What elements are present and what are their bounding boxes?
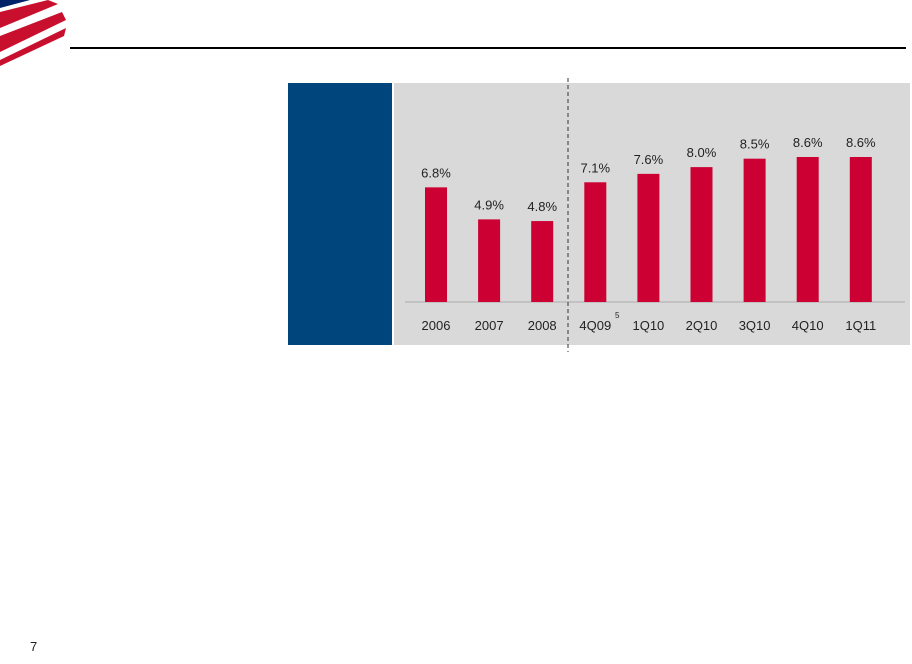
value-label: 8.0% bbox=[687, 145, 717, 160]
bar bbox=[743, 158, 766, 302]
bar bbox=[690, 167, 713, 302]
x-tick-label: 3Q10 bbox=[739, 318, 771, 333]
x-tick-label: 2Q10 bbox=[686, 318, 718, 333]
x-tick-label: 1Q10 bbox=[632, 318, 664, 333]
value-label: 8.5% bbox=[740, 137, 770, 152]
footnote-marker: 5 bbox=[615, 311, 620, 320]
x-tick-label: 4Q10 bbox=[792, 318, 824, 333]
x-tick-label: 2007 bbox=[475, 318, 504, 333]
x-tick-label: 4Q09 bbox=[579, 318, 611, 333]
x-tick-label: 2006 bbox=[422, 318, 451, 333]
bar bbox=[531, 221, 554, 302]
value-label: 8.6% bbox=[846, 135, 876, 150]
value-label: 7.6% bbox=[634, 152, 664, 167]
x-tick-label: 2008 bbox=[528, 318, 557, 333]
bar bbox=[796, 157, 819, 302]
page-number: 7 bbox=[30, 639, 37, 654]
bar bbox=[478, 219, 501, 302]
logo bbox=[0, 0, 66, 66]
bar bbox=[584, 182, 607, 302]
bar bbox=[637, 173, 660, 302]
value-label: 4.9% bbox=[474, 197, 504, 212]
bar bbox=[425, 187, 447, 302]
x-tick-label: 1Q11 bbox=[845, 318, 876, 333]
side-panel bbox=[288, 83, 392, 345]
value-label: 8.6% bbox=[793, 135, 823, 150]
bar bbox=[849, 157, 872, 302]
plot: 6.8% 2006 4.9% 2007 4.8% 2008 7.1% 4Q09 7.6% 1Q10… bbox=[421, 135, 876, 333]
value-label: 6.8% bbox=[421, 165, 451, 180]
value-label: 4.8% bbox=[527, 199, 557, 214]
value-label: 7.1% bbox=[580, 160, 610, 175]
